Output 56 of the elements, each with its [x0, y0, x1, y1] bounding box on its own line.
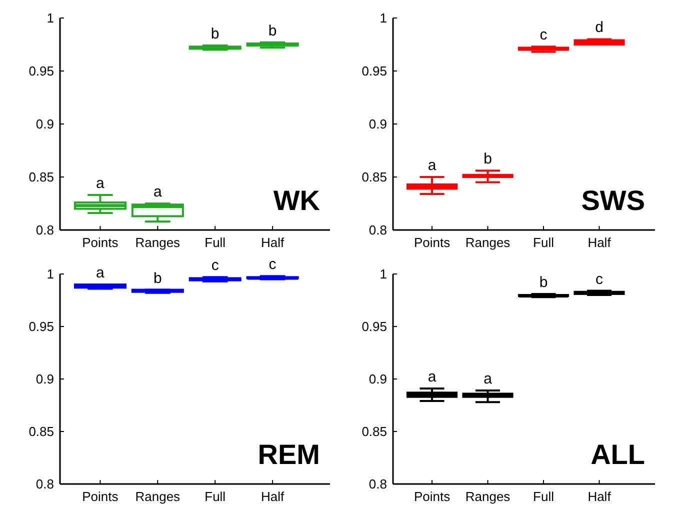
x-tick-label: Full: [533, 489, 554, 504]
y-tick-label: 1: [380, 10, 387, 26]
annotation: a: [428, 368, 437, 386]
annotation: REM: [258, 439, 320, 470]
y-tick-label: 0.85: [362, 170, 387, 185]
y-tick-label: 0.95: [28, 64, 54, 79]
annotation: c: [540, 26, 548, 44]
y-tick-label: 1: [380, 266, 387, 282]
y-tick-label: 0.9: [36, 116, 54, 132]
annotation: b: [539, 274, 548, 291]
x-tick-label: Ranges: [135, 235, 181, 250]
y-tick-label: 0.85: [28, 170, 54, 185]
annotation: a: [96, 264, 106, 282]
x-tick-label: Full: [204, 235, 226, 250]
annotation: d: [595, 19, 604, 36]
x-tick-label: Full: [204, 489, 226, 504]
y-tick-label: 0.95: [362, 319, 387, 334]
annotation: a: [96, 175, 106, 192]
x-tick-label: Ranges: [135, 489, 181, 504]
x-tick-label: Points: [414, 489, 451, 504]
y-tick-label: 0.9: [368, 372, 387, 387]
x-tick-label: Points: [414, 235, 451, 250]
y-tick-label: 0.8: [368, 476, 387, 492]
y-tick-label: 1: [46, 266, 54, 282]
annotation: a: [428, 157, 437, 174]
y-tick-label: 0.8: [368, 222, 387, 238]
annotation: b: [153, 270, 162, 287]
annotation: b: [268, 22, 277, 40]
annotation: b: [210, 26, 220, 43]
annotation: a: [484, 370, 493, 388]
x-tick-label: Half: [588, 489, 612, 504]
x-tick-label: Half: [260, 235, 284, 250]
annotation: b: [484, 150, 492, 168]
y-tick-label: 0.8: [36, 476, 54, 492]
annotation: a: [153, 184, 162, 200]
x-tick-label: Ranges: [465, 489, 511, 504]
y-tick-label: 0.9: [36, 372, 54, 387]
x-tick-label: Half: [260, 489, 284, 504]
annotation: WK: [273, 185, 320, 216]
x-tick-label: Points: [82, 489, 119, 504]
x-tick-label: Ranges: [465, 235, 511, 250]
y-tick-label: 1: [46, 10, 54, 26]
y-tick-label: 0.95: [362, 64, 387, 79]
annotation: c: [596, 270, 604, 288]
y-tick-label: 0.85: [28, 424, 54, 440]
x-tick-label: Full: [533, 235, 554, 250]
x-tick-label: Half: [588, 235, 612, 250]
y-tick-label: 0.85: [362, 424, 387, 440]
annotation: SWS: [581, 185, 645, 216]
y-tick-label: 0.95: [28, 319, 54, 334]
annotation: c: [211, 257, 220, 274]
y-tick-label: 0.8: [36, 222, 54, 238]
y-tick-label: 0.9: [368, 116, 387, 132]
x-tick-label: Points: [82, 235, 119, 250]
annotation: c: [268, 256, 277, 274]
annotation: ALL: [590, 439, 645, 470]
